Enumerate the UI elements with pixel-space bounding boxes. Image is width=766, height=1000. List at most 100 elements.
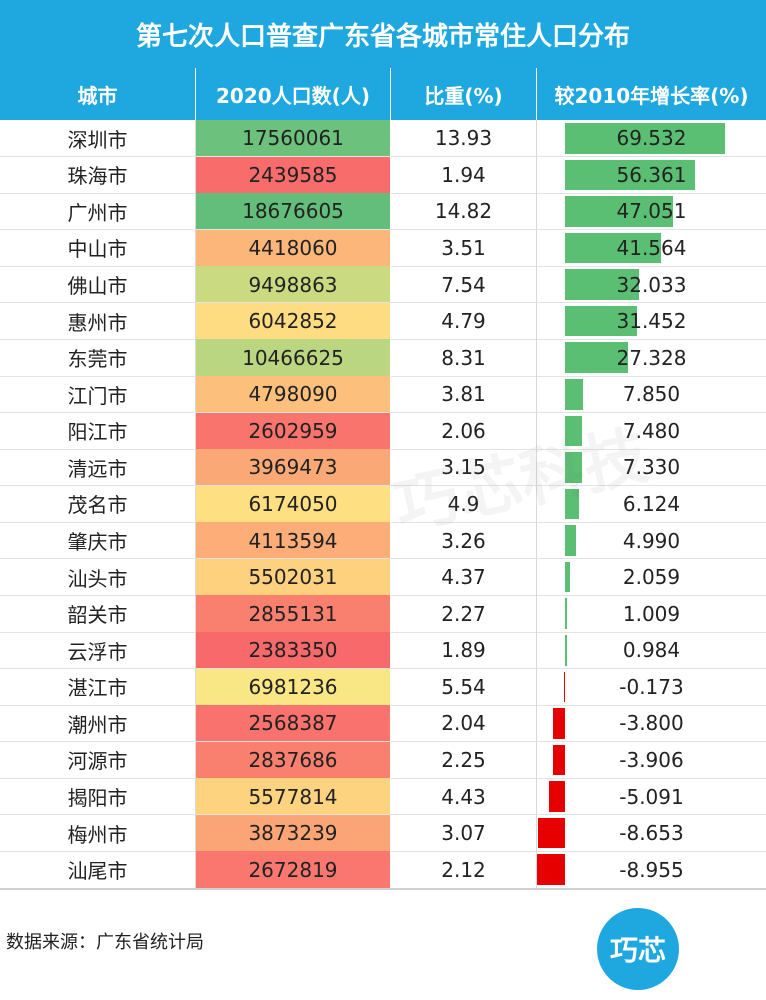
growth-cell: 0.984 <box>537 632 766 669</box>
growth-value: -5.091 <box>619 784 684 809</box>
growth-bar <box>565 159 695 191</box>
population-cell: 2855131 <box>196 595 391 632</box>
city-cell: 梅州市 <box>0 814 196 852</box>
city-cell: 河源市 <box>0 741 196 779</box>
table-row: 汕头市 5502031 4.37 2.059 <box>0 558 766 596</box>
table-row: 江门市 4798090 3.81 7.850 <box>0 376 766 413</box>
growth-value: 56.361 <box>616 162 687 187</box>
share-cell: 2.12 <box>391 851 537 888</box>
growth-cell: 6.124 <box>537 486 766 523</box>
growth-value: 7.480 <box>622 418 681 443</box>
share-cell: 3.51 <box>391 229 537 267</box>
growth-cell: 31.452 <box>537 303 766 340</box>
table-row: 珠海市 2439585 1.94 56.361 <box>0 156 766 194</box>
growth-cell: 47.051 <box>537 193 766 230</box>
growth-cell: 56.361 <box>537 157 766 194</box>
city-cell: 肇庆市 <box>0 522 196 559</box>
growth-bar <box>564 671 565 703</box>
growth-bar <box>565 635 568 666</box>
table-row: 佛山市 9498863 7.54 32.033 <box>0 266 766 303</box>
city-cell: 汕头市 <box>0 558 196 596</box>
header-divider <box>390 68 391 120</box>
share-cell: 2.27 <box>391 595 537 632</box>
table-title: 第七次人口普查广东省各城市常住人口分布 <box>0 0 766 68</box>
share-cell: 2.06 <box>391 412 537 450</box>
growth-value: 6.124 <box>622 491 681 516</box>
growth-bar <box>565 561 570 593</box>
city-cell: 东莞市 <box>0 339 196 376</box>
table-row: 阳江市 2602959 2.06 7.480 <box>0 412 766 450</box>
population-cell: 3969473 <box>196 449 391 486</box>
share-cell: 1.94 <box>391 156 537 194</box>
population-cell: 2672819 <box>196 851 391 888</box>
data-table: 深圳市 17560061 13.93 69.532 珠海市 2439585 1.94 56.3… <box>0 120 766 889</box>
growth-bar <box>565 342 628 373</box>
growth-bar <box>537 854 565 885</box>
table-row: 河源市 2837686 2.25 -3.906 <box>0 741 766 779</box>
city-cell: 湛江市 <box>0 668 196 706</box>
city-cell: 汕尾市 <box>0 851 196 888</box>
growth-cell: -8.955 <box>537 851 766 888</box>
population-cell: 5577814 <box>196 778 391 815</box>
growth-value: -0.173 <box>619 674 684 699</box>
growth-cell: 41.564 <box>537 230 766 267</box>
growth-cell: 32.033 <box>537 266 766 303</box>
growth-value: -3.800 <box>619 711 684 736</box>
growth-bar <box>565 598 568 629</box>
growth-value: -8.653 <box>619 821 684 846</box>
data-source: 数据来源：广东省统计局 <box>6 932 204 953</box>
table-row: 广州市 18676605 14.82 47.051 <box>0 193 766 230</box>
table-row: 清远市 3969473 3.15 7.330 <box>0 449 766 486</box>
growth-bar <box>552 744 565 776</box>
city-cell: 潮州市 <box>0 705 196 742</box>
growth-bar <box>549 781 565 812</box>
growth-bar <box>553 708 565 739</box>
growth-cell: 4.990 <box>537 522 766 559</box>
table-row: 肇庆市 4113594 3.26 4.990 <box>0 522 766 559</box>
table-row: 湛江市 6981236 5.54 -0.173 <box>0 668 766 706</box>
growth-value: 1.009 <box>622 601 681 626</box>
share-cell: 4.79 <box>391 302 537 340</box>
footer-divider <box>0 888 766 890</box>
growth-bar <box>565 232 661 264</box>
share-cell: 8.31 <box>391 339 537 376</box>
population-cell: 2602959 <box>196 412 391 450</box>
city-cell: 茂名市 <box>0 485 196 523</box>
growth-cell: 7.480 <box>537 413 766 450</box>
growth-cell: -8.653 <box>537 815 766 852</box>
share-cell: 13.93 <box>391 120 537 157</box>
header-divider <box>195 68 196 120</box>
share-cell: 1.89 <box>391 632 537 669</box>
population-cell: 6981236 <box>196 668 391 706</box>
population-cell: 4418060 <box>196 229 391 267</box>
growth-cell: -0.173 <box>537 669 766 706</box>
growth-cell: 7.850 <box>537 376 766 413</box>
growth-bar <box>565 196 674 227</box>
growth-bar <box>565 525 577 556</box>
growth-bar <box>565 123 725 154</box>
growth-bar <box>565 269 639 300</box>
share-cell: 4.43 <box>391 778 537 815</box>
share-cell: 3.26 <box>391 522 537 559</box>
table-row: 揭阳市 5577814 4.43 -5.091 <box>0 778 766 815</box>
city-cell: 清远市 <box>0 449 196 486</box>
population-cell: 3873239 <box>196 814 391 852</box>
population-cell: 4113594 <box>196 522 391 559</box>
growth-cell: -5.091 <box>537 778 766 815</box>
share-cell: 5.54 <box>391 668 537 706</box>
share-cell: 3.07 <box>391 814 537 852</box>
growth-bar <box>537 817 565 849</box>
table-row: 惠州市 6042852 4.79 31.452 <box>0 302 766 340</box>
share-cell: 2.04 <box>391 705 537 742</box>
table-header: 城市 2020人口数(人) 比重(%) 较2010年增长率(%) <box>0 68 766 120</box>
table-row: 潮州市 2568387 2.04 -3.800 <box>0 705 766 742</box>
city-cell: 佛山市 <box>0 266 196 303</box>
table-row: 茂名市 6174050 4.9 6.124 <box>0 485 766 523</box>
table-row: 汕尾市 2672819 2.12 -8.955 <box>0 851 766 888</box>
growth-cell: 27.328 <box>537 339 766 376</box>
growth-value: 27.328 <box>616 345 687 370</box>
table-row: 东莞市 10466625 8.31 27.328 <box>0 339 766 376</box>
growth-value: 7.850 <box>622 382 681 407</box>
city-cell: 韶关市 <box>0 595 196 632</box>
table-row: 深圳市 17560061 13.93 69.532 <box>0 120 766 157</box>
